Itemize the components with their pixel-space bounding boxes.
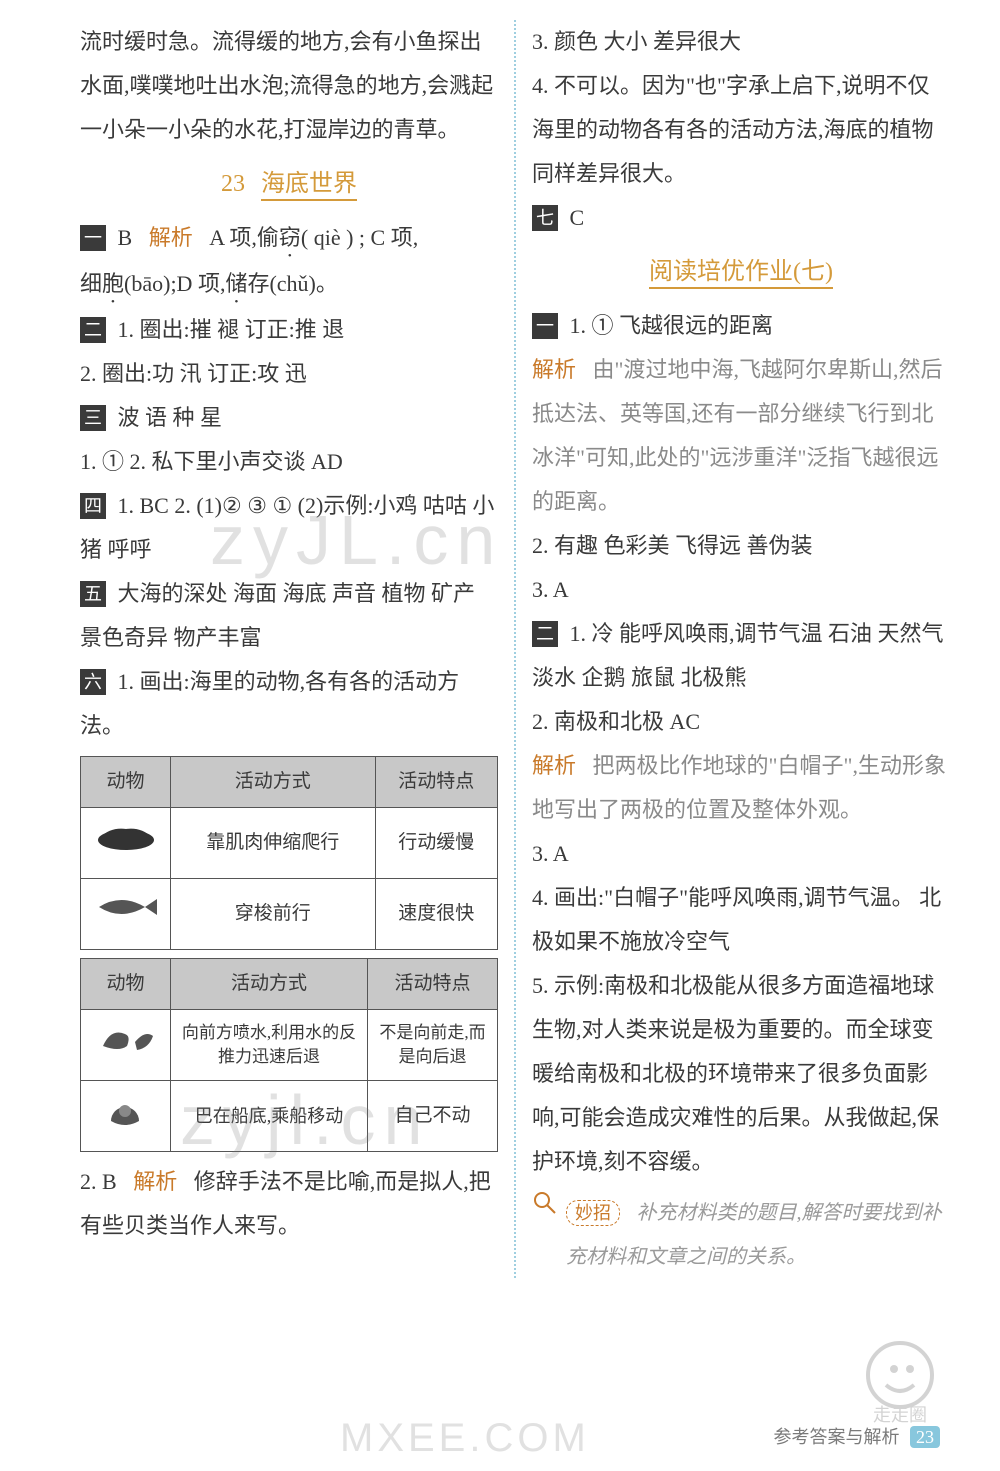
num-box-4: 四 (80, 493, 106, 519)
td: 向前方喷水,利用水的反推力迅速后退 (171, 1010, 368, 1081)
watermark: MXEE.COM (340, 1416, 590, 1461)
txt: 大海的深处 海面 海底 声音 植物 矿产 景色奇异 物产丰富 (80, 581, 475, 650)
th: 活动特点 (367, 959, 497, 1010)
txt: 细 (80, 271, 102, 296)
emph: 储 (225, 271, 247, 296)
answer-line: 2. 南极和北极 AC (532, 700, 950, 744)
num-box-2b: 二 (532, 621, 558, 647)
table-row: 穿梭前行 速度很快 (81, 879, 498, 950)
th: 活动特点 (375, 757, 497, 808)
td: 自己不动 (367, 1081, 497, 1152)
txt: 2. B (80, 1169, 117, 1194)
answer-line: 4. 画出:"白帽子"能呼风唤雨,调节气温。 北极如果不施放冷空气 (532, 876, 950, 964)
txt: A 项,偷 (209, 225, 279, 250)
answer-line: 3. 颜色 大小 差异很大 (532, 20, 950, 64)
answer-line: 一 B 解析 A 项,偷窃( qiè ) ; C 项, (80, 216, 498, 262)
answer-line: 3. A (532, 832, 950, 876)
lesson-title: 23 海底世界 (80, 160, 498, 208)
num-box-2: 二 (80, 317, 106, 343)
num-box-5: 五 (80, 581, 106, 607)
txt: 存(chǔ)。 (247, 271, 337, 296)
label-analysis: 解析 (149, 225, 193, 250)
animal-icon-shell (81, 1081, 171, 1152)
txt: 1. BC 2. (1)② ③ ① (2)示例:小鸡 咕咕 小猪 呼呼 (80, 493, 494, 562)
txt: ( qiè ) ; C 项, (301, 225, 418, 250)
td: 穿梭前行 (171, 879, 376, 950)
td: 不是向前走,而是向后退 (367, 1010, 497, 1081)
answer-line: 五 大海的深处 海面 海底 声音 植物 矿产 景色奇异 物产丰富 (80, 572, 498, 660)
answer-line: 4. 不可以。因为"也"字承上启下,说明不仅海里的动物各有各的活动方法,海底的植… (532, 64, 950, 196)
td: 巴在船底,乘船移动 (171, 1081, 368, 1152)
txt: 1. 圈出:摧 褪 订正:推 退 (118, 317, 345, 342)
answer-line: 3. A (532, 568, 950, 612)
analysis-line: 解析 把两极比作地球的"白帽子",生动形象地写出了两极的位置及整体外观。 (532, 744, 950, 832)
table-row: 向前方喷水,利用水的反推力迅速后退 不是向前走,而是向后退 (81, 1010, 498, 1081)
answer-line: 2. B 解析 修辞手法不是比喻,而是拟人,把有些贝类当作人来写。 (80, 1160, 498, 1248)
td: 速度很快 (375, 879, 497, 950)
label-analysis: 解析 (133, 1169, 177, 1194)
tip-text: 补充材料类的题目,解答时要找到补充材料和文章之间的关系。 (566, 1202, 942, 1268)
emph: 窃 (279, 225, 301, 250)
answer-line: 七 C (532, 196, 950, 240)
ans-b: B (118, 225, 133, 250)
answer-line: 1. ① 2. 私下里小声交谈 AD (80, 440, 498, 484)
page-number: 23 (910, 1426, 940, 1448)
footer-label: 参考答案与解析 (774, 1427, 900, 1447)
analysis-text: 由"渡过地中海,飞越阿尔卑斯山,然后抵达法、英等国,还有一部分继续飞行到北冰洋"… (532, 357, 943, 514)
tip-label: 妙招 (566, 1200, 620, 1226)
table-row: 靠肌肉伸缩爬行 行动缓慢 (81, 808, 498, 879)
answer-line: 二 1. 冷 能呼风唤雨,调节气温 石油 天然气 淡水 企鹅 旅鼠 北极熊 (532, 612, 950, 700)
lesson-number: 23 (221, 171, 245, 197)
num-box-3: 三 (80, 405, 106, 431)
th: 动物 (81, 757, 171, 808)
txt: C (570, 205, 585, 230)
answer-line: 一 1. ① 飞越很远的距离 (532, 304, 950, 348)
magnifier-icon (532, 1190, 558, 1216)
tip-block: 妙招 补充材料类的题目,解答时要找到补充材料和文章之间的关系。 (532, 1190, 950, 1278)
analysis-line: 解析 由"渡过地中海,飞越阿尔卑斯山,然后抵达法、英等国,还有一部分继续飞行到北… (532, 348, 950, 524)
animal-table-1: 动物 活动方式 活动特点 靠肌肉伸缩爬行 行动缓慢 穿梭前行 速度很快 (80, 756, 498, 950)
txt: 波 语 种 星 (118, 405, 223, 430)
th: 活动方式 (171, 959, 368, 1010)
intro-text: 流时缓时急。流得缓的地方,会有小鱼探出水面,噗噗地吐出水泡;流得急的地方,会溅起… (80, 20, 498, 152)
svg-text:走走圈: 走走圈 (873, 1405, 927, 1425)
answer-line: 2. 有趣 色彩美 飞得远 善伪装 (532, 524, 950, 568)
emph: 胞 (102, 271, 124, 296)
num-box-6: 六 (80, 669, 106, 695)
answer-line: 5. 示例:南极和北极能从很多方面造福地球生物,对人类来说是极为重要的。而全球变… (532, 964, 950, 1184)
answer-line: 四 1. BC 2. (1)② ③ ① (2)示例:小鸡 咕咕 小猪 呼呼 (80, 484, 498, 572)
num-box-1: 一 (80, 225, 106, 251)
txt: 1. 冷 能呼风唤雨,调节气温 石油 天然气 淡水 企鹅 旅鼠 北极熊 (532, 621, 944, 690)
num-box-7: 七 (532, 205, 558, 231)
txt: 1. ① 飞越很远的距离 (570, 313, 774, 338)
answer-line: 三 波 语 种 星 (80, 396, 498, 440)
th: 活动方式 (171, 757, 376, 808)
animal-icon-sea-cucumber (81, 808, 171, 879)
lesson-name: 海底世界 (261, 171, 357, 201)
td: 靠肌肉伸缩爬行 (171, 808, 376, 879)
table-row: 巴在船底,乘船移动 自己不动 (81, 1081, 498, 1152)
answer-line: 细胞(bāo);D 项,储存(chǔ)。 (80, 262, 498, 308)
analysis-text: 把两极比作地球的"白帽子",生动形象地写出了两极的位置及整体外观。 (532, 753, 946, 822)
label-analysis: 解析 (532, 753, 576, 778)
page-footer: 参考答案与解析 23 (774, 1423, 941, 1449)
answer-line: 2. 圈出:功 汛 订正:攻 迅 (80, 352, 498, 396)
txt: 1. 画出:海里的动物,各有各的活动方法。 (80, 669, 459, 738)
txt: (bāo);D 项, (124, 271, 225, 296)
reading-sub-title: 阅读培优作业(七) (532, 248, 950, 296)
th: 动物 (81, 959, 171, 1010)
animal-icon-shrimp (81, 1010, 171, 1081)
answer-line: 六 1. 画出:海里的动物,各有各的活动方法。 (80, 660, 498, 748)
corner-logo-icon: 走走圈 (840, 1335, 960, 1425)
answer-line: 二 1. 圈出:摧 褪 订正:推 退 (80, 308, 498, 352)
num-box-1b: 一 (532, 313, 558, 339)
animal-icon-fish (81, 879, 171, 950)
animal-table-2: 动物 活动方式 活动特点 向前方喷水,利用水的反推力迅速后退 不是向前走,而是向… (80, 958, 498, 1152)
sub-title-text: 阅读培优作业(七) (649, 259, 833, 289)
td: 行动缓慢 (375, 808, 497, 879)
label-analysis: 解析 (532, 357, 576, 382)
column-divider (514, 20, 516, 1278)
